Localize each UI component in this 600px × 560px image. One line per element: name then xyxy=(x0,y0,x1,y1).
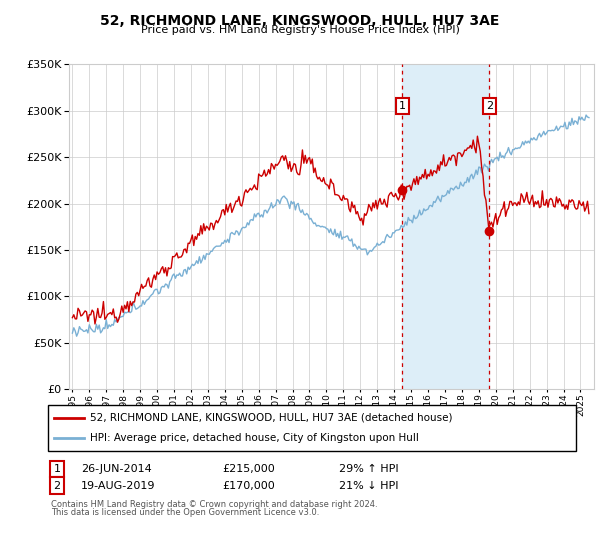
Text: 2: 2 xyxy=(486,101,493,111)
Text: This data is licensed under the Open Government Licence v3.0.: This data is licensed under the Open Gov… xyxy=(51,508,319,517)
Text: 29% ↑ HPI: 29% ↑ HPI xyxy=(339,464,398,474)
Text: 2: 2 xyxy=(53,480,61,491)
Text: 21% ↓ HPI: 21% ↓ HPI xyxy=(339,480,398,491)
Text: 52, RICHMOND LANE, KINGSWOOD, HULL, HU7 3AE (detached house): 52, RICHMOND LANE, KINGSWOOD, HULL, HU7 … xyxy=(90,413,452,423)
Bar xyxy=(402,64,490,389)
Text: 1: 1 xyxy=(53,464,61,474)
Text: Contains HM Land Registry data © Crown copyright and database right 2024.: Contains HM Land Registry data © Crown c… xyxy=(51,500,377,508)
Text: 52, RICHMOND LANE, KINGSWOOD, HULL, HU7 3AE: 52, RICHMOND LANE, KINGSWOOD, HULL, HU7 … xyxy=(100,14,500,28)
Text: £170,000: £170,000 xyxy=(222,480,275,491)
Text: 1: 1 xyxy=(399,101,406,111)
Text: 26-JUN-2014: 26-JUN-2014 xyxy=(81,464,152,474)
Text: Price paid vs. HM Land Registry's House Price Index (HPI): Price paid vs. HM Land Registry's House … xyxy=(140,25,460,35)
Text: £215,000: £215,000 xyxy=(222,464,275,474)
Text: HPI: Average price, detached house, City of Kingston upon Hull: HPI: Average price, detached house, City… xyxy=(90,433,419,443)
Text: 19-AUG-2019: 19-AUG-2019 xyxy=(81,480,155,491)
